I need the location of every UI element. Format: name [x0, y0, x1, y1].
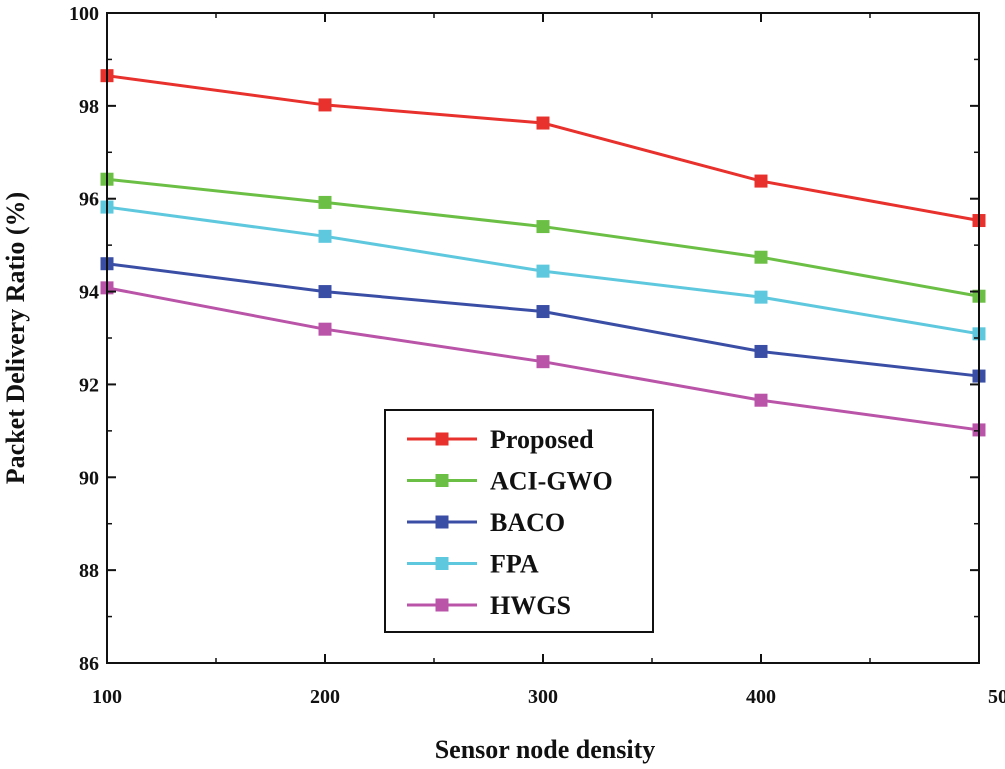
data-point [536, 220, 550, 234]
legend: Proposed ACI-GWO BACO FPA HWGS [384, 409, 654, 633]
series-aci-gwo [100, 172, 986, 303]
legend-label: ACI-GWO [490, 467, 613, 496]
legend-item: HWGS [407, 591, 571, 620]
data-point [318, 229, 332, 243]
x-axis-title: Sensor node density [435, 735, 656, 764]
series-layer [100, 69, 986, 437]
data-point [536, 116, 550, 130]
y-tick-label: 96 [79, 189, 99, 211]
y-tick-label: 88 [79, 560, 99, 582]
legend-label: Proposed [490, 425, 594, 454]
legend-item: Proposed [407, 425, 594, 454]
series-proposed [100, 69, 986, 228]
data-point [318, 285, 332, 299]
data-point [318, 322, 332, 336]
data-point [754, 344, 768, 358]
legend-label: BACO [490, 508, 565, 537]
x-tick-label: 200 [310, 686, 340, 708]
data-point [318, 98, 332, 112]
legend-marker [435, 474, 449, 487]
data-point [754, 290, 768, 304]
legend-item: FPA [407, 550, 539, 579]
legend-label: FPA [490, 550, 539, 579]
y-tick-label: 92 [79, 374, 99, 396]
x-tick-label: 300 [528, 686, 558, 708]
data-point [536, 305, 550, 319]
axes: 86 88 90 92 94 96 98 100 100 200 300 400 500 [69, 3, 1005, 708]
y-tick-label: 98 [79, 96, 99, 118]
y-axis-title: Packet Delivery Ratio (%) [1, 192, 30, 484]
legend-marker [435, 432, 449, 446]
y-tick-label: 90 [79, 467, 99, 489]
data-point [536, 264, 550, 278]
x-tick-label: 100 [92, 686, 122, 708]
data-point [536, 355, 550, 369]
x-tick-label: 500 [988, 686, 1005, 708]
legend-item: BACO [407, 508, 565, 537]
legend-marker [435, 598, 449, 612]
y-tick-label: 100 [69, 3, 99, 25]
data-point [318, 195, 332, 209]
y-tick-label: 94 [79, 282, 99, 304]
legend-marker [435, 515, 449, 529]
series-line [106, 74, 980, 223]
data-point [754, 250, 768, 264]
legend-label: HWGS [490, 591, 571, 620]
series-baco [100, 257, 986, 383]
data-point [754, 393, 768, 407]
legend-marker [435, 557, 449, 570]
legend-item: ACI-GWO [407, 467, 613, 496]
y-tick-label: 86 [79, 653, 99, 675]
data-point [754, 174, 768, 188]
x-tick-label: 400 [746, 686, 776, 708]
